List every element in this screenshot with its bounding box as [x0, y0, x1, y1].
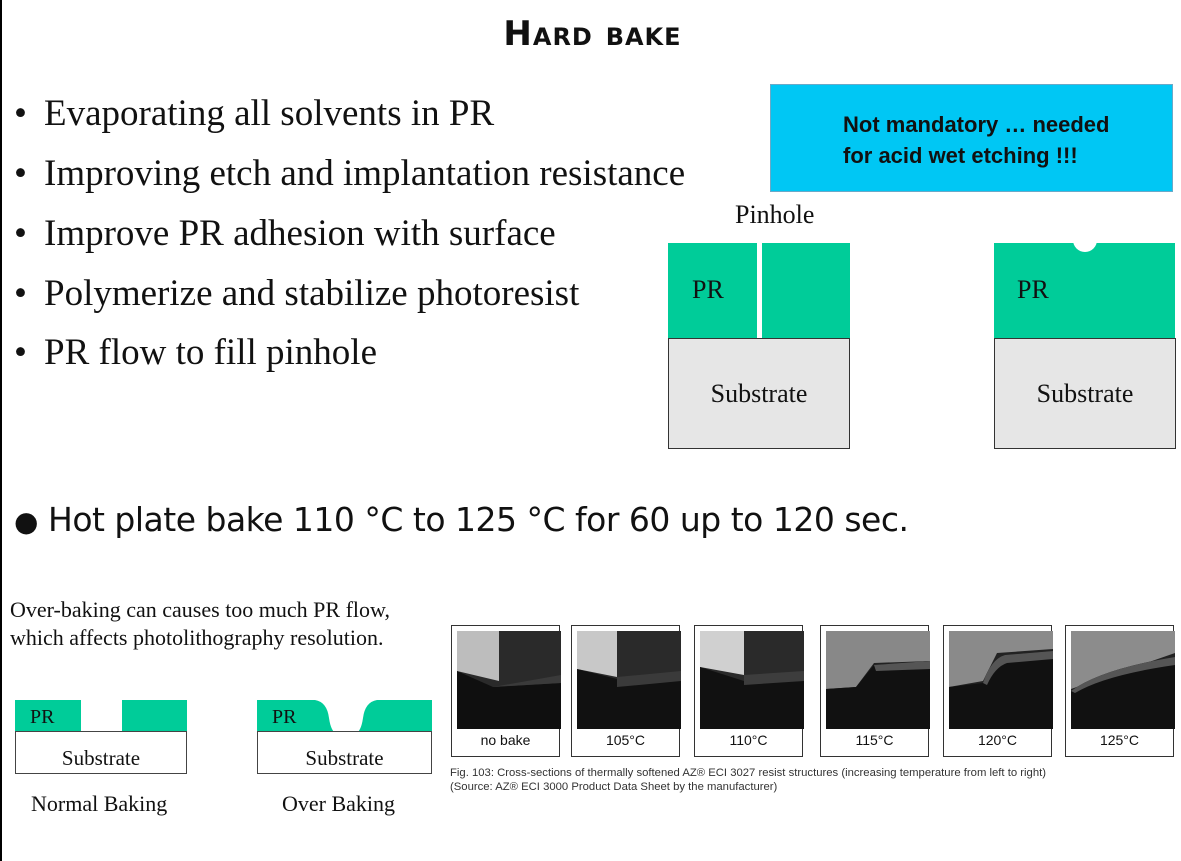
pinhole-dimple — [1073, 236, 1097, 252]
bullet-text: PR flow to fill pinhole — [44, 332, 377, 373]
sem-label: 115°C — [855, 732, 894, 748]
bullet-text: Improve PR adhesion with surface — [44, 213, 556, 254]
sem-cross-section-image — [1071, 631, 1175, 729]
bullet-item: • Polymerize and stabilize photoresist — [14, 272, 579, 316]
sem-frame: 125°C — [1065, 625, 1175, 757]
substrate-block: Substrate — [994, 338, 1176, 449]
substrate-block: Substrate — [257, 731, 432, 774]
bullet-text: Improving etch and implantation resistan… — [44, 153, 686, 194]
bullet-symbol: • — [14, 213, 27, 254]
pr-label: PR — [1017, 275, 1049, 304]
bullet-item: • Evaporating all solvents in PR — [14, 92, 494, 136]
pr-label: PR — [692, 275, 724, 304]
bullet-item: • Improve PR adhesion with surface — [14, 212, 556, 256]
sem-cross-section-image — [949, 631, 1053, 729]
note-callout: Not mandatory … needed for acid wet etch… — [770, 84, 1173, 192]
slide-title: Hard bake — [503, 14, 682, 54]
hot-plate-text: Hot plate bake 110 °C to 125 °C for 60 u… — [48, 500, 909, 539]
substrate-block: Substrate — [668, 338, 850, 449]
sem-cross-section-image — [826, 631, 930, 729]
bullet-item: • Improving etch and implantation resista… — [14, 152, 685, 196]
bullet-text: Polymerize and stabilize photoresist — [44, 273, 580, 314]
sem-label: no bake — [480, 732, 531, 748]
pr-block-left — [15, 700, 81, 732]
note-line-2: for acid wet etching !!! — [843, 143, 1078, 168]
sem-cross-section-image — [700, 631, 804, 729]
bullet-symbol: • — [14, 93, 27, 134]
pr-layer-right — [762, 243, 850, 339]
pinhole-label: Pinhole — [735, 200, 815, 229]
sem-label: 125°C — [1099, 732, 1140, 748]
overbaking-note: Over-baking can causes too much PR flow,… — [10, 596, 390, 652]
pr-layer-filled — [994, 243, 1175, 339]
sem-frame: no bake — [451, 625, 561, 757]
pr-layer-left — [668, 243, 757, 339]
sem-frame: 105°C — [571, 625, 681, 757]
bullet-symbol: • — [14, 273, 27, 314]
pr-label: PR — [272, 706, 297, 728]
figure-caption: Fig. 103: Cross-sections of thermally so… — [450, 766, 1180, 794]
sem-label: 120°C — [977, 732, 1018, 748]
figure-caption-line-1: Fig. 103: Cross-sections of thermally so… — [450, 767, 1046, 779]
sem-frame: 120°C — [943, 625, 1053, 757]
bullet-symbol: • — [14, 153, 27, 194]
hot-plate-bullet: ● Hot plate bake 110 °C to 125 °C for 60 … — [14, 500, 909, 539]
pr-flowed-shape — [257, 700, 432, 734]
bullet-symbol: ● — [14, 505, 38, 538]
substrate-block: Substrate — [15, 731, 187, 774]
over-baking-caption: Over Baking — [282, 791, 396, 816]
pr-block-right — [122, 700, 187, 732]
bullet-item: • PR flow to fill pinhole — [14, 331, 377, 375]
sem-label: 105°C — [605, 732, 646, 748]
figure-caption-line-2: (Source: AZ® ECI 3000 Product Data Sheet… — [450, 781, 778, 793]
overbaking-line-2: which affects photolithography resolutio… — [10, 625, 384, 650]
sem-frame: 115°C — [820, 625, 930, 757]
bullet-text: Evaporating all solvents in PR — [44, 93, 495, 134]
sem-label: 110°C — [729, 732, 768, 748]
overbaking-line-1: Over-baking can causes too much PR flow, — [10, 597, 390, 622]
pr-label: PR — [30, 706, 55, 728]
normal-baking-caption: Normal Baking — [31, 791, 168, 816]
sem-cross-section-image — [577, 631, 681, 729]
sem-cross-section-image — [457, 631, 561, 729]
bullet-symbol: • — [14, 332, 27, 373]
note-line-1: Not mandatory … needed — [843, 112, 1110, 137]
sem-frame: 110°C — [694, 625, 804, 757]
